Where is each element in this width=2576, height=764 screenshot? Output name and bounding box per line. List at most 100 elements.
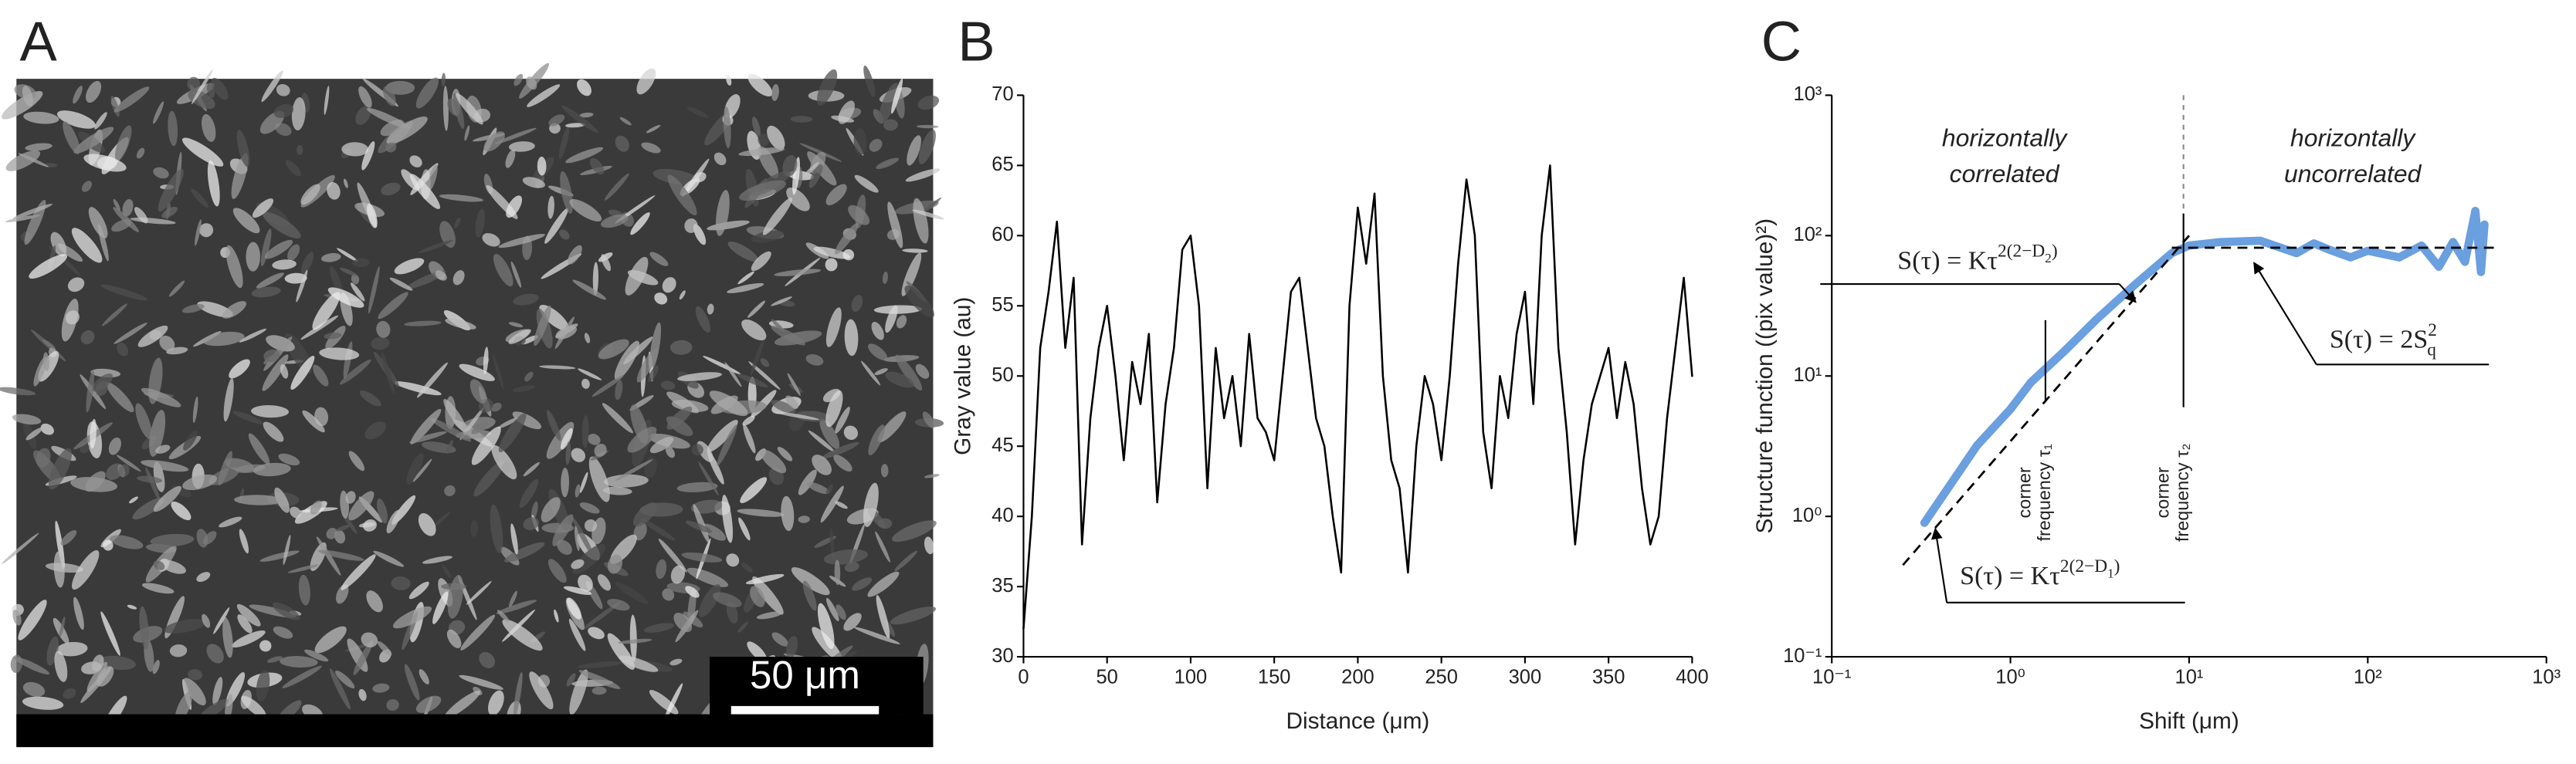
micrograph-flake	[751, 230, 785, 243]
micrograph-flake	[737, 621, 748, 633]
micrograph-flake	[136, 147, 145, 159]
micrograph-flake	[361, 141, 375, 171]
micrograph-flake	[600, 214, 629, 228]
micrograph-flake	[366, 590, 383, 613]
micrograph-flake	[527, 84, 561, 107]
micrograph-flake	[106, 463, 124, 480]
micrograph-flake	[188, 669, 203, 681]
micrograph-flake	[615, 459, 653, 482]
micrograph-flake	[273, 103, 294, 118]
micrograph-flake	[494, 127, 537, 144]
micrograph-flake	[907, 135, 921, 166]
micrograph-flake	[327, 181, 341, 200]
micrograph-flake	[662, 588, 675, 601]
micrograph-flake	[633, 522, 647, 541]
equation-main: S(τ) = Kτ	[1960, 562, 2060, 590]
micrograph-flake	[408, 581, 429, 600]
micrograph-flake	[662, 277, 676, 293]
x-tick-label: 10⁻¹	[1812, 666, 1851, 688]
micrograph-flake	[497, 417, 520, 429]
micrograph-flake	[825, 597, 839, 621]
micrograph-flake	[304, 649, 329, 662]
y-tick-label: 10³	[1794, 83, 1822, 105]
micrograph-flake	[432, 591, 449, 624]
micrograph-flake	[149, 330, 161, 340]
micrograph-flake	[534, 305, 551, 347]
micrograph-flake	[747, 73, 773, 97]
micrograph-flake	[717, 424, 737, 466]
micrograph-flake	[348, 491, 375, 521]
equation-sup: 2(2−D	[2060, 557, 2107, 577]
micrograph-flake	[905, 168, 941, 182]
micrograph-flake	[428, 164, 438, 191]
micrograph-flake	[446, 439, 453, 454]
micrograph-flake	[924, 474, 940, 478]
micrograph-flake	[60, 530, 77, 546]
x-axis-label: Shift (μm)	[2139, 708, 2239, 734]
micrograph-flake	[825, 390, 843, 428]
micrograph-flake	[601, 254, 612, 272]
micrograph-flake	[505, 149, 516, 168]
micrograph-flake	[649, 437, 674, 454]
micrograph-flake	[660, 380, 676, 390]
micrograph-flake	[442, 86, 449, 131]
micrograph-flake	[471, 426, 501, 465]
scale-bar	[730, 705, 880, 715]
micrograph-flake	[912, 209, 944, 220]
micrograph-flake	[876, 595, 890, 639]
micrograph-flake	[501, 461, 512, 473]
micrograph-flake	[475, 208, 486, 238]
micrograph-flake	[345, 491, 356, 504]
micrograph-flake	[282, 665, 322, 688]
micrograph-flake	[643, 623, 675, 633]
micrograph-flake	[85, 471, 106, 492]
micrograph-flake	[918, 130, 936, 164]
micrograph-flake	[364, 421, 387, 440]
micrograph-flake	[771, 83, 779, 101]
micrograph-flake	[341, 142, 369, 157]
micrograph-flake	[820, 485, 844, 523]
micrograph-flake	[336, 525, 351, 532]
micrograph-flake	[158, 168, 184, 212]
micrograph-flake	[359, 390, 381, 407]
micrograph-flake	[571, 559, 585, 570]
micrograph-flake	[222, 301, 247, 319]
y-tick-label: 10⁰	[1792, 505, 1822, 526]
micrograph-flake	[415, 77, 439, 109]
micrograph-flake	[575, 484, 581, 498]
micrograph-flake	[182, 474, 218, 491]
micrograph-flake	[98, 224, 109, 262]
micrograph-flake	[574, 526, 580, 551]
micrograph-flake	[835, 501, 848, 509]
micrograph-flake	[852, 577, 873, 591]
micrograph-flake	[50, 232, 67, 257]
micrograph-flake	[460, 614, 496, 651]
micrograph-flake	[488, 690, 504, 716]
micrograph-flake	[874, 368, 888, 376]
micrograph-flake	[563, 586, 592, 595]
micrograph-footer	[16, 714, 934, 748]
micrograph-flake	[12, 414, 42, 425]
y-tick-label: 55	[991, 294, 1013, 316]
micrograph-flake	[512, 385, 536, 392]
micrograph-flake	[579, 502, 600, 514]
micrograph-flake	[523, 517, 539, 530]
micrograph-flake	[181, 304, 205, 313]
micrograph-flake	[834, 559, 841, 586]
micrograph-flake	[108, 437, 121, 455]
micrograph-flake	[92, 654, 104, 672]
micrograph-flake	[183, 431, 198, 451]
micrograph-flake	[588, 627, 605, 640]
micrograph-flake	[813, 246, 851, 259]
micrograph-flake	[236, 130, 250, 167]
micrograph-flake	[340, 267, 358, 276]
micrograph-flake	[320, 253, 341, 262]
micrograph-flake	[750, 338, 764, 377]
micrograph-flake	[229, 359, 250, 379]
micrograph-flake	[519, 478, 539, 509]
leader-line	[2253, 262, 2317, 365]
micrograph-flake	[263, 349, 280, 363]
micrograph-flake	[686, 106, 709, 118]
micrograph-flake	[743, 424, 756, 454]
micrograph-flake	[2, 532, 39, 564]
